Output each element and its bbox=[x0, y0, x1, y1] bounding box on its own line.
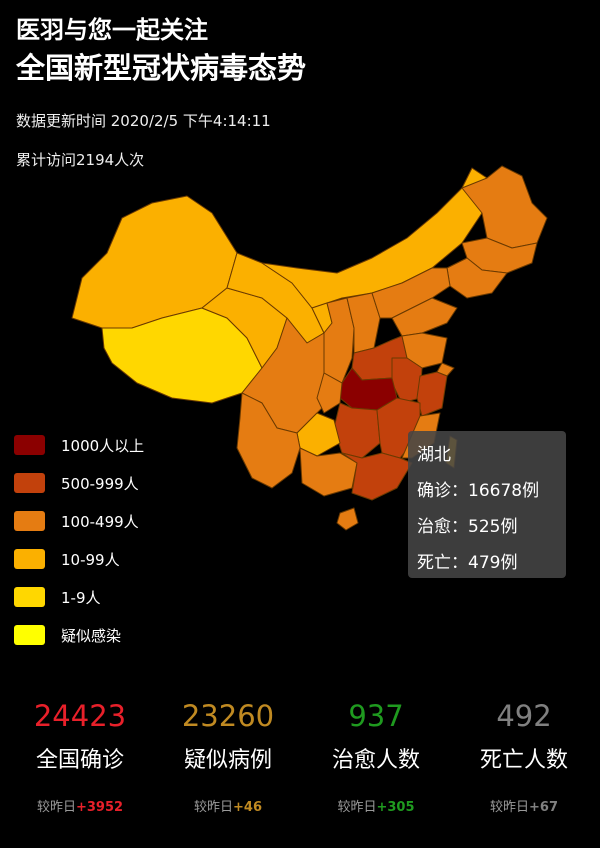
province-liaoning[interactable] bbox=[446, 257, 508, 299]
visit-count: 累计访问2194人次 bbox=[16, 151, 145, 169]
legend-swatch bbox=[14, 625, 45, 645]
tooltip-confirmed: 确诊：16678例 bbox=[417, 481, 540, 501]
legend-swatch bbox=[14, 511, 45, 531]
stat-value: 23260 bbox=[181, 699, 275, 733]
legend-swatch bbox=[14, 473, 45, 493]
stat-confirmed: 24423 全国确诊 较昨日+3952 bbox=[6, 694, 154, 815]
china-map[interactable] bbox=[62, 158, 552, 538]
tooltip-cured: 治愈：525例 bbox=[417, 517, 518, 537]
legend-label: 500-999人 bbox=[61, 474, 139, 493]
stat-delta-prefix: 较昨日 bbox=[36, 800, 76, 815]
stat-delta-prefix: 较昨日 bbox=[194, 800, 234, 815]
legend-item[interactable]: 500-999人 bbox=[14, 464, 144, 502]
legend-label: 疑似感染 bbox=[61, 626, 122, 645]
stat-value: 937 bbox=[348, 699, 404, 733]
stat-delta-prefix: 较昨日 bbox=[490, 800, 530, 815]
stat-value: 24423 bbox=[33, 699, 127, 733]
stat-value: 492 bbox=[496, 699, 552, 733]
tooltip-dead: 死亡：479例 bbox=[417, 553, 518, 573]
stat-cured: 937 治愈人数 较昨日+305 bbox=[302, 694, 450, 815]
stat-suspected: 23260 疑似病例 较昨日+46 bbox=[154, 694, 302, 815]
legend-swatch bbox=[14, 435, 45, 455]
legend-label: 100-499人 bbox=[61, 512, 139, 531]
stat-delta: 较昨日+305 bbox=[302, 796, 450, 815]
legend-label: 10-99人 bbox=[61, 550, 120, 569]
province-chongqing[interactable] bbox=[316, 372, 343, 414]
stat-delta-value: +3952 bbox=[75, 800, 124, 815]
legend-item[interactable]: 疑似感染 bbox=[14, 616, 144, 654]
legend-item[interactable]: 10-99人 bbox=[14, 540, 144, 578]
province-heilongjiang[interactable] bbox=[461, 165, 548, 249]
stat-dead: 492 死亡人数 较昨日+67 bbox=[450, 694, 598, 815]
province-yunnan[interactable] bbox=[236, 392, 301, 489]
stat-label: 治愈人数 bbox=[331, 748, 420, 773]
stats-panel: 24423 全国确诊 较昨日+3952 23260 疑似病例 较昨日+46 93… bbox=[0, 694, 600, 815]
subtitle: 医羽与您一起关注 bbox=[16, 16, 208, 44]
stat-delta: 较昨日+3952 bbox=[6, 796, 154, 815]
stat-label: 疑似病例 bbox=[183, 748, 272, 773]
stat-label: 死亡人数 bbox=[479, 748, 568, 773]
update-time: 数据更新时间 2020/2/5 下午4:14:11 bbox=[16, 112, 271, 130]
stat-delta-value: +67 bbox=[529, 800, 558, 815]
province-hainan[interactable] bbox=[336, 507, 359, 531]
province-guangdong[interactable] bbox=[341, 452, 413, 501]
province-hebei[interactable] bbox=[371, 267, 451, 319]
stat-delta-prefix: 较昨日 bbox=[337, 800, 377, 815]
province-tooltip: 湖北 确诊：16678例 治愈：525例 死亡：479例 bbox=[408, 431, 566, 578]
province-hunan[interactable] bbox=[333, 402, 381, 459]
legend-item[interactable]: 100-499人 bbox=[14, 502, 144, 540]
stat-delta-value: +305 bbox=[376, 800, 415, 815]
stat-label: 全国确诊 bbox=[35, 748, 124, 773]
legend-label: 1-9人 bbox=[61, 588, 101, 607]
legend-label: 1000人以上 bbox=[61, 436, 145, 455]
stat-delta: 较昨日+67 bbox=[450, 796, 598, 815]
legend-swatch bbox=[14, 587, 45, 607]
legend-item[interactable]: 1-9人 bbox=[14, 578, 144, 616]
stat-delta-value: +46 bbox=[233, 800, 262, 815]
legend-item[interactable]: 1000人以上 bbox=[14, 426, 144, 464]
province-zhejiang[interactable] bbox=[416, 371, 448, 417]
tooltip-province: 湖北 bbox=[417, 445, 451, 465]
legend-swatch bbox=[14, 549, 45, 569]
map-legend: 1000人以上 500-999人 100-499人 10-99人 1-9人 疑似… bbox=[14, 426, 144, 654]
header: 医羽与您一起关注 全国新型冠状病毒态势 bbox=[16, 14, 306, 88]
stat-delta: 较昨日+46 bbox=[154, 796, 302, 815]
page-title: 全国新型冠状病毒态势 bbox=[16, 51, 307, 85]
